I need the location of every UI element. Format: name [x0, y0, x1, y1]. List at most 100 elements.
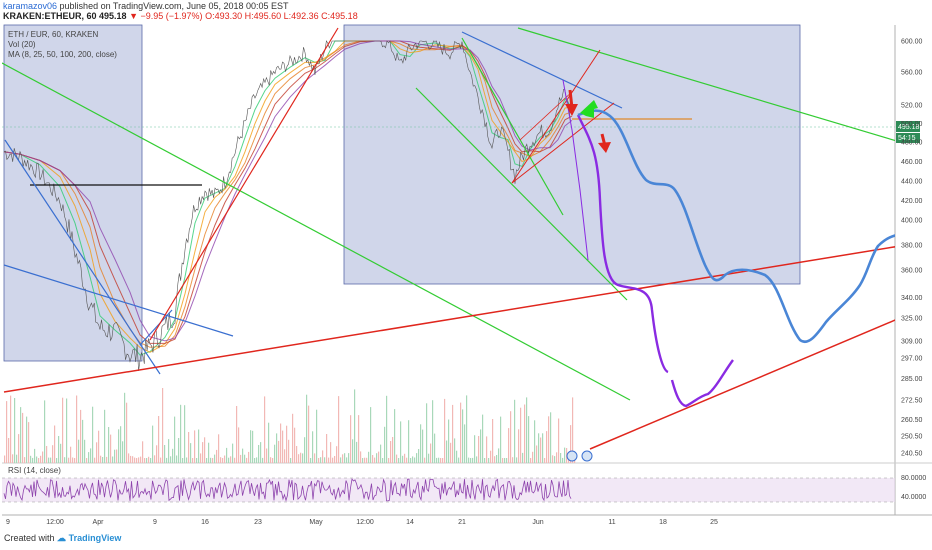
volume-bar [134, 457, 136, 463]
volume-bar [410, 458, 412, 463]
volume-bar [76, 395, 78, 463]
time-tick-label: 12:00 [46, 519, 64, 526]
volume-bar [450, 442, 452, 463]
volume-bar [416, 453, 418, 463]
volume-bar [428, 453, 430, 463]
volume-bar [494, 456, 496, 463]
volume-bar [132, 456, 134, 463]
volume-bar [322, 450, 324, 463]
volume-bar [560, 453, 562, 463]
volume-bar [430, 443, 432, 463]
volume-bar [6, 401, 8, 463]
volume-bar [104, 409, 106, 463]
volume-bar [86, 458, 88, 463]
price-change: −9.95 (−1.97%) [140, 11, 203, 21]
volume-bar [412, 456, 414, 463]
volume-bar [556, 452, 558, 463]
volume-bar [460, 402, 462, 463]
volume-bar [332, 457, 334, 463]
volume-bar [506, 458, 508, 463]
red-wedge-line-2 [511, 102, 615, 184]
volume-bar [252, 430, 254, 463]
volume-bar [24, 457, 26, 463]
last-price: 495.18 [99, 11, 127, 21]
volume-bar [452, 404, 454, 463]
time-tick-label: 9 [6, 519, 10, 526]
volume-bar [192, 458, 194, 463]
tradingview-brand[interactable]: TradingView [68, 533, 122, 543]
volume-bar [240, 454, 242, 463]
volume-bar [108, 427, 110, 463]
volume-bar [414, 457, 416, 463]
volume-bar [214, 454, 216, 463]
volume-bar [462, 409, 464, 463]
price-tick-label: 297.00 [901, 356, 923, 363]
volume-bar [350, 415, 352, 463]
volume-bar [54, 425, 56, 463]
blue-trend-line-1 [3, 264, 234, 337]
volume-bar [340, 457, 342, 463]
author-link[interactable]: karamazov06 [3, 1, 58, 11]
volume-bar [238, 427, 240, 463]
volume-bar [420, 424, 422, 463]
volume-bar [326, 434, 328, 463]
symbol-line: KRAKEN:ETHEUR, 60 495.18 ▼ −9.95 (−1.97%… [3, 11, 358, 21]
volume-bar [172, 448, 174, 463]
volume-bar [106, 456, 108, 463]
volume-bar [534, 420, 536, 463]
volume-bar [310, 458, 312, 463]
volume-bar [220, 457, 222, 463]
volume-bar [246, 457, 248, 463]
price-tick-label: 420.00 [901, 198, 923, 205]
price-axis-labels: 600.00 560.00 520.00 500.00 480.00 460.00 440.… [901, 39, 923, 458]
volume-bar [226, 447, 228, 463]
volume-bar [436, 457, 438, 463]
volume-bar [330, 442, 332, 463]
volume-bar [442, 458, 444, 463]
volume-bar [260, 442, 262, 463]
volume-bar [158, 416, 160, 463]
volume-bar [88, 452, 90, 463]
time-tick-label: 21 [458, 519, 466, 526]
volume-bar [388, 458, 390, 463]
volume-bar [320, 457, 322, 463]
pair-label: ETH / EUR, 60, KRAKEN [8, 30, 99, 39]
volume-bar [368, 451, 370, 463]
volume-bar [298, 454, 300, 463]
volume-bar [164, 445, 166, 463]
volume-bar [448, 419, 450, 463]
volume-bar [562, 457, 564, 463]
volume-bar [424, 457, 426, 463]
volume-bar [90, 448, 92, 463]
volume-bar [34, 448, 36, 463]
volume-bar [468, 457, 470, 463]
volume-bar [190, 443, 192, 463]
price-tick-label: 440.00 [901, 179, 923, 186]
volume-bar [548, 416, 550, 463]
rsi-tick-label: 40.0000 [901, 494, 926, 501]
volume-bar [528, 416, 530, 463]
volume-bar [64, 457, 66, 463]
volume-bar [162, 388, 164, 463]
volume-bar [206, 458, 208, 463]
ohlc-values: O:493.30 H:495.60 L:492.36 C:495.18 [205, 11, 358, 21]
symbol-name: KRAKEN:ETHEUR, 60 [3, 11, 97, 21]
volume-bar [308, 405, 310, 463]
price-tick-label: 520.00 [901, 103, 923, 110]
red-wedge-line-3 [519, 89, 575, 141]
time-tick-label: 23 [254, 519, 262, 526]
purple-projection-path [576, 114, 669, 374]
volume-bar [488, 458, 490, 463]
volume-bar [542, 433, 544, 463]
volume-bar [198, 429, 200, 463]
volume-bar [328, 457, 330, 463]
volume-bar [118, 429, 120, 463]
volume-bar [290, 458, 292, 463]
volume-bar [366, 457, 368, 463]
price-tick-label: 460.00 [901, 159, 923, 166]
volume-bar [120, 426, 122, 463]
volume-bar [50, 457, 52, 463]
volume-bar [354, 389, 356, 463]
volume-bar [484, 458, 486, 463]
